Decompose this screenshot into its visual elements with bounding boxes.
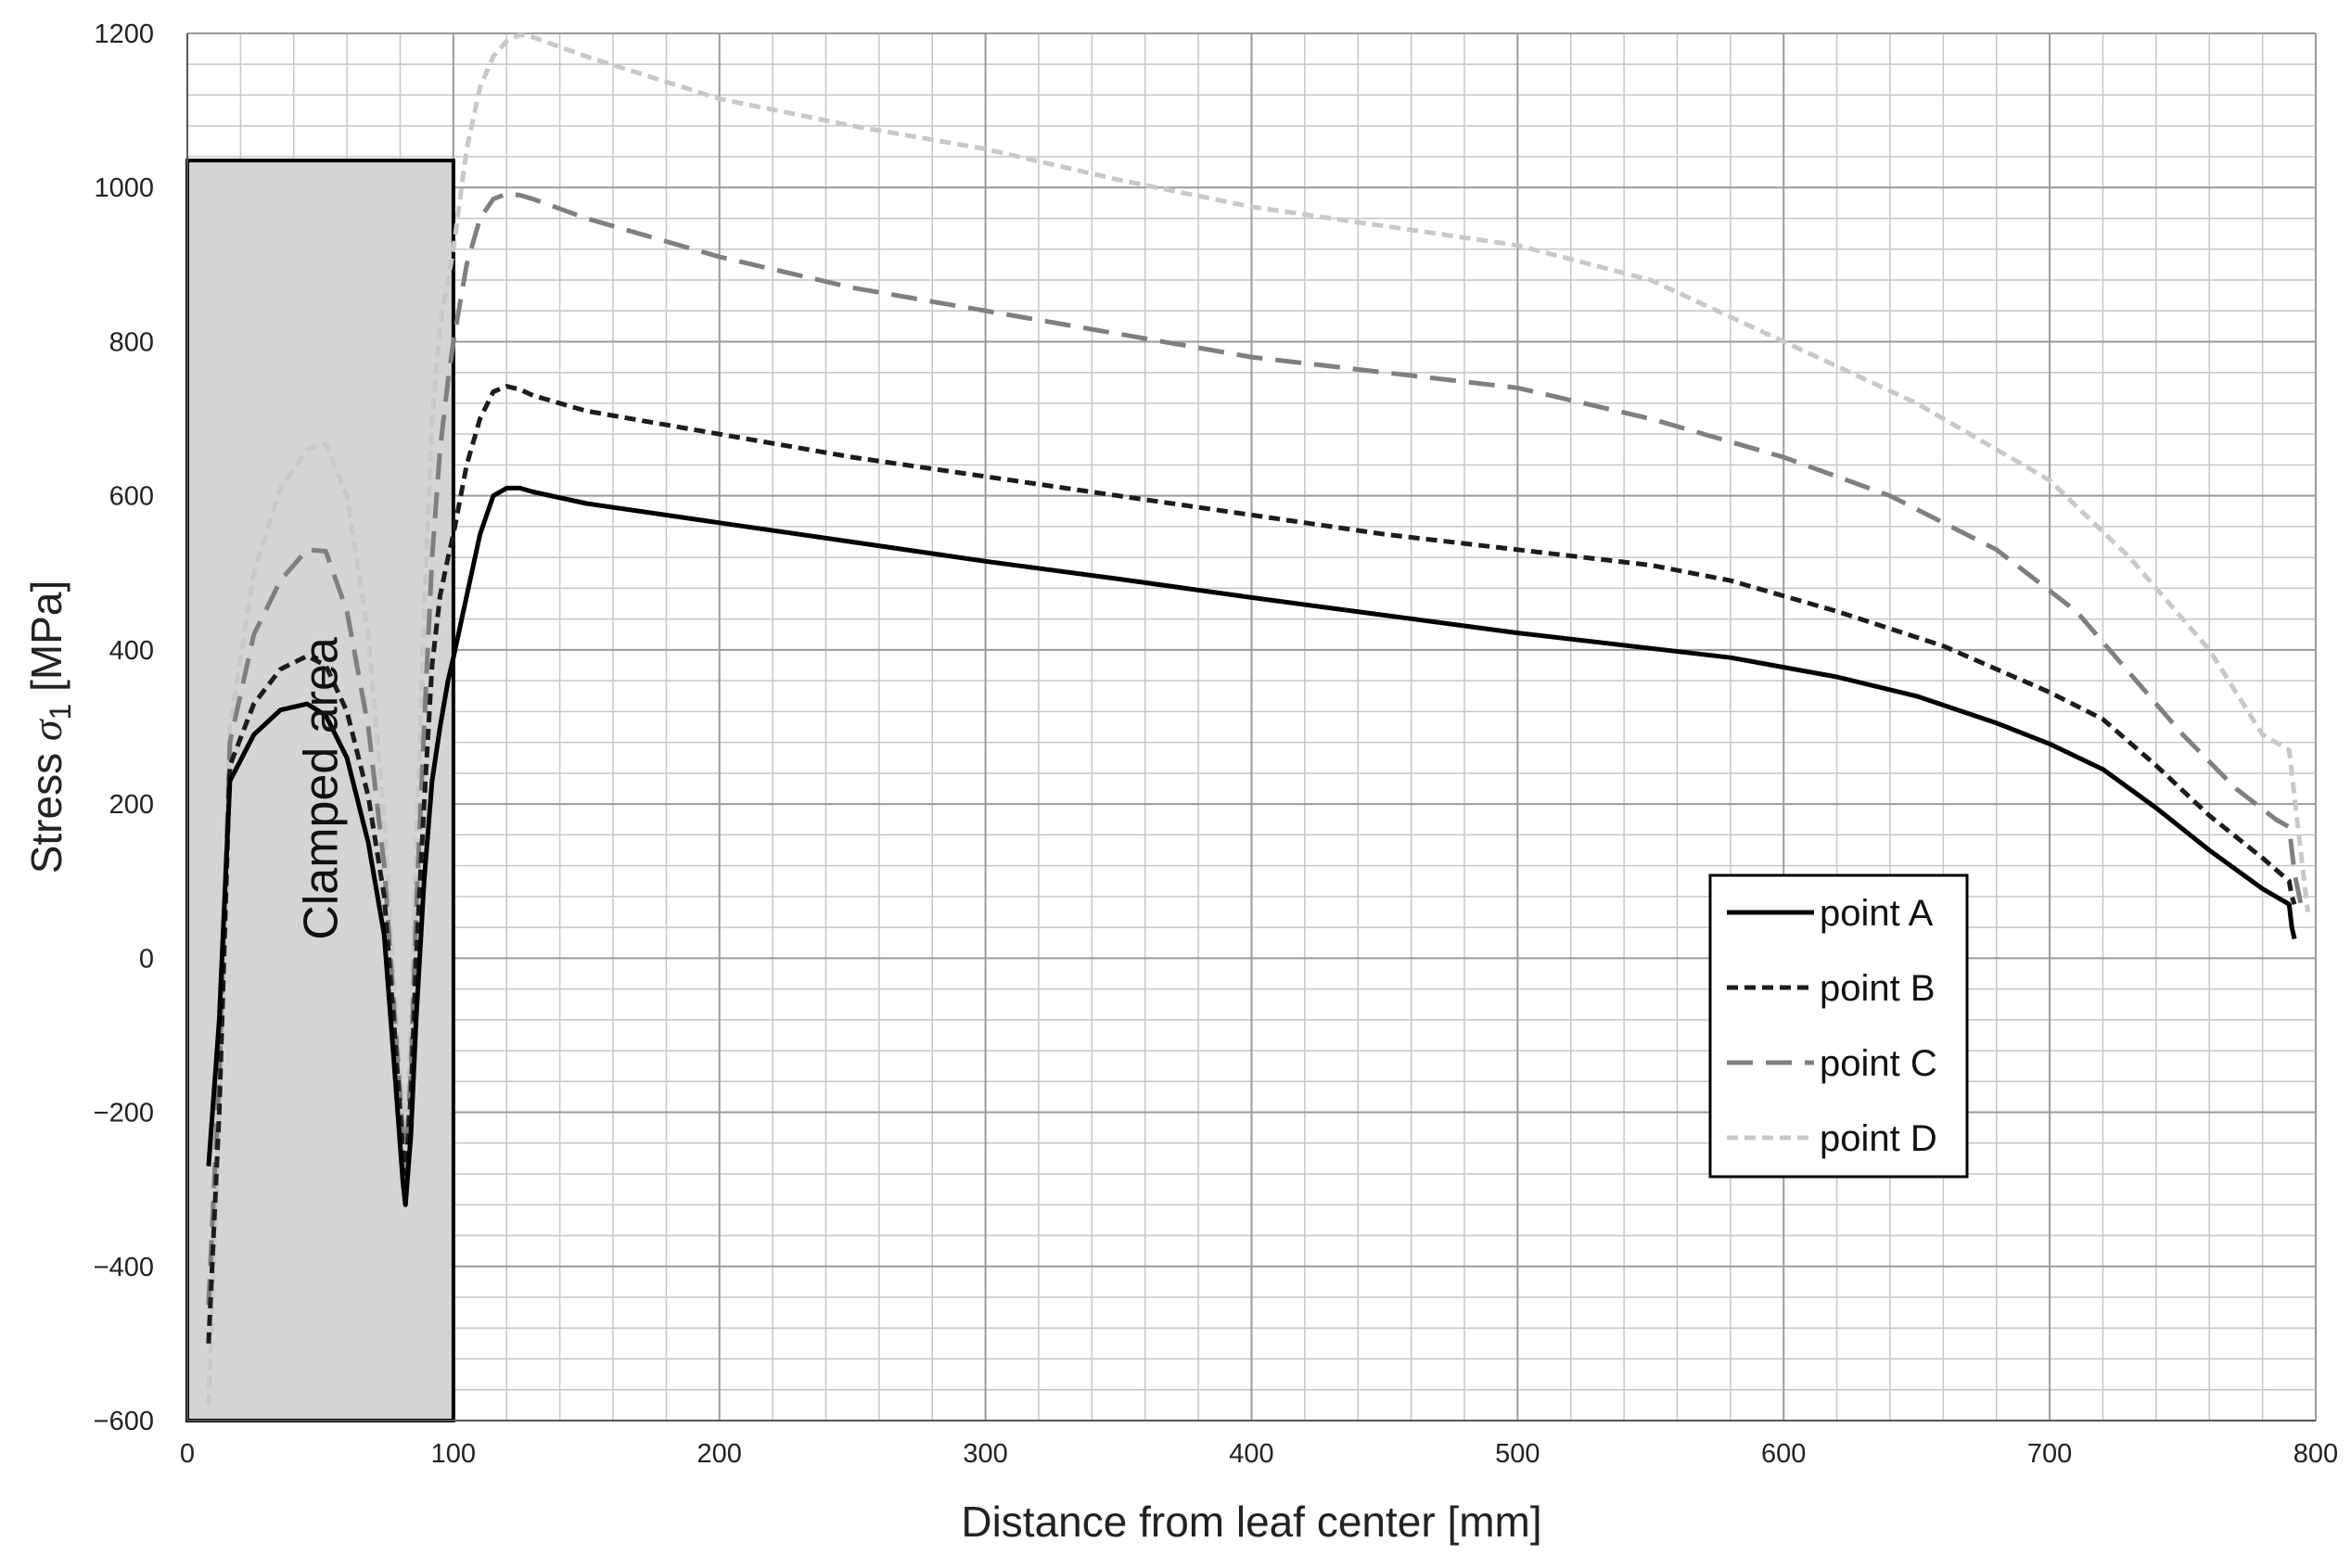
series-lines <box>206 32 2310 1406</box>
x-tick-label: 400 <box>1229 1439 1273 1469</box>
series-line-point-a <box>206 485 2297 1207</box>
tick-labels: 0 100 200 300 400 500 600 700 800 −600 −400 −200 0 20… <box>94 19 2339 1469</box>
y-tick-label: 400 <box>109 636 154 666</box>
y-tick-label: 800 <box>109 327 154 357</box>
x-tick-label: 300 <box>963 1439 1007 1469</box>
y-axis-title-main: Stress <box>22 741 70 873</box>
y-tick-label: 600 <box>109 482 154 512</box>
x-tick-label: 800 <box>2294 1439 2338 1469</box>
series-line-point-d <box>206 32 2310 1406</box>
axes <box>186 33 2316 1421</box>
x-axis-title: Distance from leaf center [mm] <box>961 1498 1541 1546</box>
y-tick-label: −400 <box>94 1253 154 1282</box>
y-axis-title-subscript: 1 <box>44 704 77 720</box>
x-tick-label: 500 <box>1495 1439 1540 1469</box>
legend-label: point D <box>1820 1118 1937 1159</box>
y-axis-title-symbol: σ <box>23 718 70 741</box>
y-tick-label: 1000 <box>94 173 154 203</box>
series-line-point-b <box>206 384 2297 1345</box>
y-tick-label: 200 <box>109 790 154 820</box>
legend: point A point B point C point D <box>1708 873 1969 1179</box>
x-tick-label: 0 <box>180 1439 195 1469</box>
legend-label: point B <box>1820 968 1936 1009</box>
y-tick-label: −600 <box>94 1407 154 1436</box>
series-line-point-c <box>206 191 2306 1306</box>
y-tick-label: 1200 <box>94 19 154 49</box>
legend-label: point C <box>1820 1043 1937 1084</box>
x-tick-label: 600 <box>1761 1439 1806 1469</box>
x-tick-label: 700 <box>2027 1439 2072 1469</box>
clamped-area-label: Clamped area <box>294 637 348 940</box>
legend-label: point A <box>1820 893 1934 934</box>
x-tick-label: 100 <box>431 1439 476 1469</box>
x-tick-label: 200 <box>697 1439 742 1469</box>
y-axis-title-unit: [MPa] <box>22 580 70 704</box>
clamped-area-label-group: Clamped area <box>294 637 348 940</box>
y-tick-label: 0 <box>139 944 154 974</box>
y-axis-title: Stress σ1 [MPa] <box>22 580 77 874</box>
legend-box <box>1708 873 1969 1179</box>
y-tick-label: −200 <box>94 1099 154 1128</box>
